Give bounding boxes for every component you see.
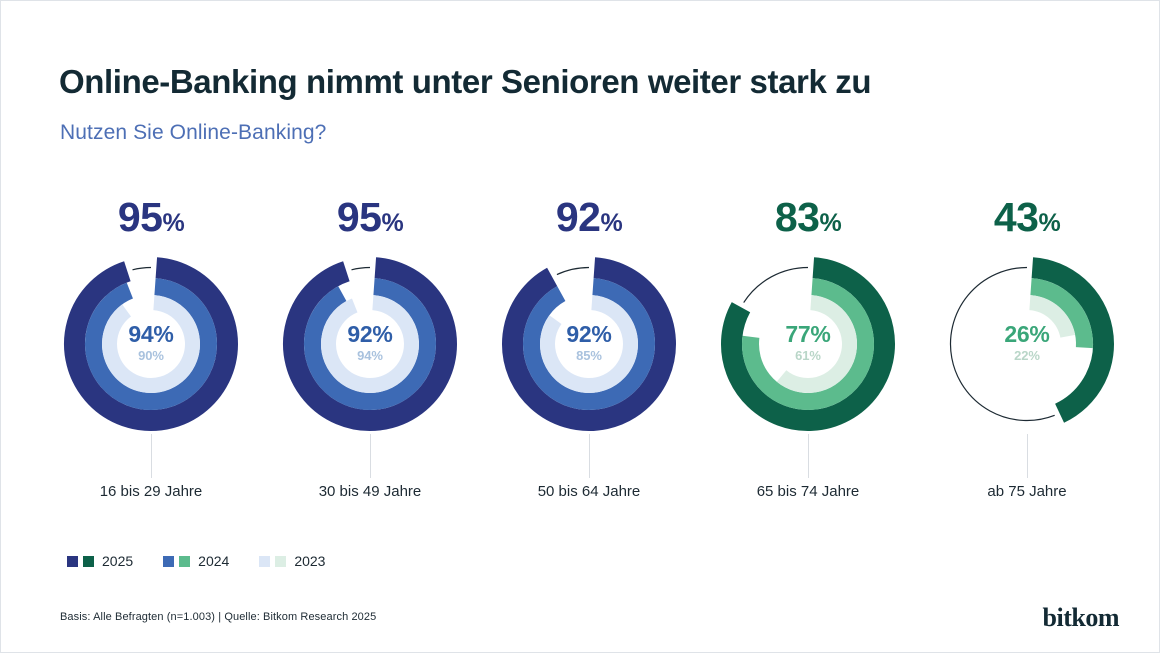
donut-category-label: 65 bis 74 Jahre — [756, 483, 860, 500]
headline-percent-sign: % — [600, 209, 623, 237]
donut-ring-outer — [64, 257, 238, 431]
legend-swatch-green-icon — [275, 555, 287, 567]
donut-category-label: 30 bis 49 Jahre — [318, 483, 422, 500]
legend-swatch-green-icon — [179, 555, 191, 567]
donut-track-arc — [949, 266, 1055, 422]
donut-ring-middle — [523, 278, 655, 410]
donut-ring-middle — [304, 278, 436, 410]
donut-group: 92% 92% 85% 50 bis 64 Jahre — [484, 197, 694, 500]
headline-percent-sign: % — [162, 209, 185, 237]
donut-category-label: 16 bis 29 Jahre — [99, 483, 203, 500]
donut-headline-value: 95% — [46, 197, 256, 238]
label-connector-line — [151, 434, 152, 478]
legend-item-label: 2023 — [294, 553, 326, 569]
donut-group: 43% 26% 22% ab 75 Jahre — [922, 197, 1132, 500]
legend-item-label: 2024 — [198, 553, 230, 569]
headline-number: 83 — [774, 194, 820, 240]
headline-number: 92 — [555, 194, 601, 240]
legend-item-label: 2025 — [102, 553, 134, 569]
label-connector-line — [370, 434, 371, 478]
bitkom-logo: bitkom — [1042, 603, 1120, 632]
legend-swatch-green-icon — [83, 555, 94, 567]
chart-legend: 2025 2024 2023 — [67, 553, 325, 569]
donut-ring-middle — [1030, 278, 1093, 349]
donut-track-arc — [556, 266, 590, 276]
donut-chart: 26% 22% — [939, 256, 1115, 432]
donut-ring-middle — [85, 278, 217, 410]
donut-chart: 92% 85% — [501, 256, 677, 432]
donut-ring-outer — [283, 257, 457, 431]
label-connector-line — [808, 434, 809, 478]
headline-percent-sign: % — [819, 209, 842, 237]
donut-group: 83% 77% 61% 65 bis 74 Jahre — [703, 197, 913, 500]
donut-category-label: ab 75 Jahre — [987, 483, 1067, 500]
label-connector-line — [589, 434, 590, 478]
donut-category-label: 50 bis 64 Jahre — [537, 483, 641, 500]
headline-percent-sign: % — [1038, 209, 1061, 237]
legend-swatch-blue-icon — [67, 555, 78, 567]
donut-headline-value: 92% — [484, 197, 694, 238]
donut-ring-outer — [502, 257, 676, 431]
donut-headline-value: 43% — [922, 197, 1132, 238]
source-note: Basis: Alle Befragten (n=1.003) | Quelle… — [60, 611, 377, 623]
legend-swatch-blue-icon — [163, 555, 175, 567]
donut-ring-outer — [1031, 257, 1114, 423]
donut-headline-value: 83% — [703, 197, 913, 238]
donut-ring-outer — [721, 257, 895, 431]
donut-headline-value: 95% — [265, 197, 475, 238]
page-title: Online-Banking nimmt unter Senioren weit… — [59, 63, 872, 100]
headline-number: 95 — [117, 194, 163, 240]
legend-swatch-blue-icon — [259, 555, 271, 567]
donut-ring-inner — [102, 295, 200, 393]
donut-chart: 77% 61% — [720, 256, 896, 432]
page-subtitle: Nutzen Sie Online-Banking? — [60, 121, 327, 144]
donut-chart: 92% 94% — [282, 256, 458, 432]
donut-ring-inner — [776, 295, 857, 393]
headline-percent-sign: % — [381, 209, 404, 237]
donut-track-arc — [743, 266, 809, 303]
donut-ring-middle — [742, 278, 874, 410]
donut-ring-inner — [1028, 295, 1076, 339]
legend-item[interactable]: 2024 — [163, 553, 229, 569]
donut-ring-inner — [540, 295, 638, 393]
donut-group: 95% 94% 90% 16 bis 29 Jahre — [46, 197, 256, 500]
legend-item[interactable]: 2023 — [259, 553, 325, 569]
headline-number: 95 — [336, 194, 382, 240]
donut-group: 95% 92% 94% 30 bis 49 Jahre — [265, 197, 475, 500]
headline-number: 43 — [993, 194, 1039, 240]
donut-track-arc — [132, 266, 152, 271]
donut-track-arc — [351, 266, 371, 271]
donut-ring-inner — [321, 295, 419, 393]
donut-chart: 94% 90% — [63, 256, 239, 432]
label-connector-line — [1027, 434, 1028, 478]
legend-item[interactable]: 2025 — [67, 553, 133, 569]
